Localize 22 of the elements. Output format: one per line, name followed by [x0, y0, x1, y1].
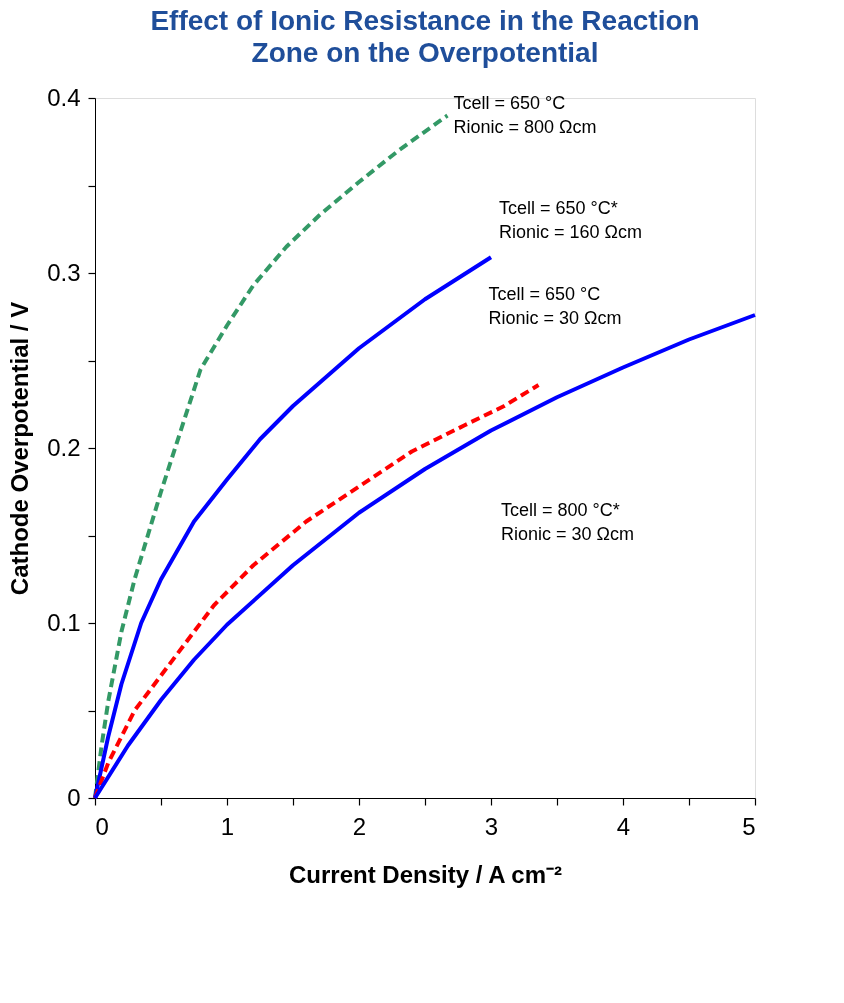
- y-tick-label: 0.3: [47, 258, 81, 286]
- y-tick-label: 0.4: [47, 83, 81, 111]
- annotation: Rionic = 30 Ωcm: [501, 523, 635, 544]
- annotation: Rionic = 160 Ωcm: [499, 222, 643, 243]
- x-tick-label: 5: [742, 812, 756, 840]
- chart-title: Effect of Ionic Resistance in the Reaction Zone on the Overpotential: [150, 5, 700, 68]
- x-tick-label: 4: [616, 812, 631, 840]
- annotation: Tcell = 650 °C: [453, 92, 566, 113]
- annotation: Rionic = 800 Ωcm: [453, 116, 597, 137]
- annotation: Tcell = 800 °C*: [501, 499, 620, 520]
- x-tick-label: 2: [352, 812, 367, 840]
- y-tick-label: 0: [67, 783, 81, 811]
- x-tick-label: 3: [484, 812, 499, 840]
- annotation: Tcell = 650 °C*: [499, 198, 618, 219]
- annotation: Tcell = 650 °C: [488, 284, 601, 304]
- x-axis-title: Current Density / A cm⁻²: [289, 860, 562, 888]
- y-tick-label: 0.2: [47, 433, 81, 461]
- x-tick-label: 0: [95, 812, 109, 840]
- x-tick-label: 1: [220, 812, 235, 840]
- annotation: Rionic = 30 Ωcm: [488, 308, 622, 328]
- y-axis-title: Cathode Overpotential / V: [6, 301, 34, 596]
- y-tick-label: 0.1: [47, 608, 81, 636]
